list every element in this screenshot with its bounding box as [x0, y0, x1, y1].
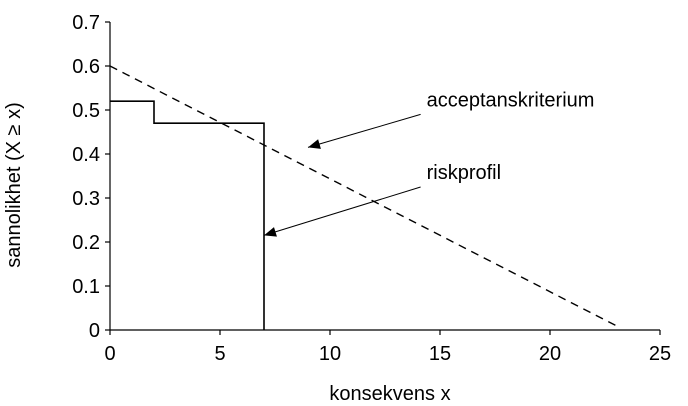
x-axis-title: konsekvens x: [329, 383, 450, 405]
y-tick-label: 0: [89, 320, 100, 342]
annotation-arrowhead: [264, 227, 277, 237]
x-tick-label: 20: [539, 343, 561, 365]
y-tick-label: 0.1: [72, 276, 100, 298]
annotations: acceptanskriterium riskprofil: [263, 89, 595, 237]
y-axis-title: sannolikhet (X ≥ x): [3, 102, 25, 268]
y-tick-label: 0.7: [72, 12, 100, 34]
x-tick-label: 25: [649, 343, 671, 365]
y-tick-label: 0.5: [72, 100, 100, 122]
x-tick-label: 5: [214, 343, 225, 365]
y-tick-label: 0.6: [72, 56, 100, 78]
annotation-label-acceptanskriterium: acceptanskriterium: [427, 89, 595, 111]
x-tick-label: 10: [319, 343, 341, 365]
series-riskprofil: [110, 100, 265, 330]
annotation-arrowhead: [308, 139, 321, 149]
series-acceptanskriterium: [109, 65, 617, 327]
y-tick-label: 0.3: [72, 188, 100, 210]
y-tick-label: 0.2: [72, 232, 100, 254]
series-layer: [109, 65, 617, 330]
y-tick-label: 0.4: [72, 144, 100, 166]
annotation-arrow: [307, 113, 421, 148]
axes: 0 0.1 0.2 0.3 0.4 0.5 0.6 0.7 0 5 10 15 20 25: [72, 12, 671, 365]
x-tick-label: 0: [104, 343, 115, 365]
x-tick-label: 15: [429, 343, 451, 365]
annotation-arrow: [263, 186, 421, 236]
annotation-label-riskprofil: riskprofil: [427, 162, 501, 184]
